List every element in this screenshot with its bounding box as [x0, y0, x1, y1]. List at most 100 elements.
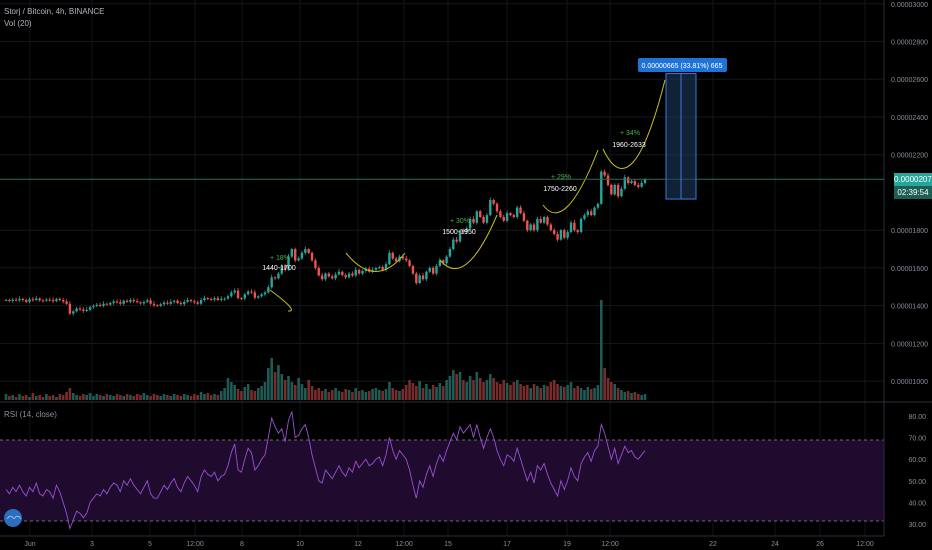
volume-bar — [55, 397, 58, 400]
candle-body — [552, 230, 556, 234]
time-tick-label: 12:00 — [601, 541, 619, 548]
volume-bar — [455, 374, 458, 400]
annotations: + 18% 1440-1700 + 30% 1500-1950 + 29% 1750-22… — [262, 130, 646, 272]
volume-bar — [125, 394, 129, 400]
candle-body — [78, 308, 82, 310]
volume-bar — [636, 394, 640, 400]
volume-bar — [341, 392, 344, 400]
volume-bar — [18, 394, 21, 400]
rsi-axis: 80.00 70.00 60.00 50.00 40.00 30.00 — [908, 414, 926, 529]
candle-body — [199, 300, 203, 304]
volume-bar — [512, 382, 516, 400]
candle-body — [72, 311, 75, 314]
volume-bar — [223, 388, 226, 400]
annotation-range: 1440-1700 — [262, 265, 296, 272]
candle-body — [82, 309, 85, 311]
candle-body — [539, 218, 542, 223]
volume-bar — [542, 385, 546, 400]
candle-body — [317, 267, 320, 276]
candle-body — [14, 299, 18, 301]
volume-bar — [297, 378, 300, 400]
candle-body — [310, 252, 314, 261]
volume-bar — [599, 300, 603, 400]
volume-bar — [468, 376, 472, 400]
volume-bar — [509, 385, 512, 400]
volume-bar — [98, 395, 102, 400]
candle-body — [526, 220, 529, 231]
volume-bar — [452, 370, 455, 400]
pattern-curve — [602, 79, 666, 169]
volume-bar — [556, 384, 559, 400]
candle-body — [610, 184, 613, 195]
candle-body — [236, 290, 240, 299]
candle-body — [569, 222, 573, 233]
volume-bar — [519, 384, 522, 400]
candle-body — [169, 301, 172, 304]
volume-bar — [31, 393, 35, 400]
volume-bar — [394, 390, 398, 400]
volume-bar — [277, 365, 280, 400]
annotation-percent: + 29% — [551, 174, 571, 181]
candle-body — [112, 301, 115, 304]
candle-body — [85, 309, 88, 311]
price-tick-label: 0.00002200 — [891, 153, 928, 160]
candle-body — [616, 184, 620, 197]
rsi-tick-label: 80.00 — [908, 414, 926, 421]
candle-body — [579, 218, 583, 233]
candle-body — [351, 273, 354, 276]
volume-bar — [330, 390, 334, 400]
candle-body — [384, 264, 388, 270]
volume-bar — [270, 358, 273, 400]
candle-body — [324, 273, 327, 280]
price-tick-label: 0.00002400 — [891, 115, 928, 122]
time-tick-label: 12:00 — [395, 541, 413, 548]
candle-body — [589, 211, 593, 216]
volume-bar — [411, 383, 415, 400]
volume-bar — [398, 391, 401, 400]
candle-body — [529, 224, 532, 231]
time-tick-label: 24 — [771, 541, 779, 548]
time-tick-label: 5 — [148, 541, 152, 548]
candle-body — [549, 224, 553, 231]
volume-bar — [364, 392, 368, 400]
candle-body — [344, 275, 347, 278]
annotation-percent: + 34% — [620, 130, 640, 137]
volume-bar — [82, 394, 85, 400]
volume-bar — [351, 392, 354, 400]
volume-bar — [515, 380, 519, 400]
rsi-tick-label: 70.00 — [908, 436, 926, 443]
volume-bar — [529, 388, 532, 400]
volume-bar — [610, 382, 613, 400]
candle-body — [65, 301, 68, 304]
volume-bar — [536, 386, 539, 400]
candle-body — [425, 271, 428, 280]
volume-bar — [300, 384, 304, 400]
volume-bar — [472, 380, 475, 400]
volume-bar — [613, 384, 617, 400]
volume-bar — [152, 394, 156, 400]
volume-bar — [105, 394, 109, 400]
tradingview-logo-icon[interactable]: ◠◠ — [4, 509, 22, 527]
volume-bar — [38, 395, 41, 400]
annotation-percent: + 30% — [450, 218, 470, 225]
volume-bar — [250, 390, 253, 400]
rsi-band — [0, 440, 884, 521]
candle-body — [243, 294, 246, 299]
volume-bar — [142, 393, 146, 400]
volume-bar — [149, 396, 152, 400]
candle-body — [95, 304, 99, 307]
candle-body — [41, 300, 45, 302]
candle-body — [307, 249, 310, 253]
volume-bar — [145, 395, 149, 400]
volume-bar — [499, 384, 502, 400]
candle-body — [125, 300, 129, 302]
time-tick-label: 22 — [709, 541, 717, 548]
candle-body — [213, 298, 216, 300]
candle-body — [92, 306, 95, 308]
candle-body — [162, 302, 166, 305]
candle-body — [267, 287, 270, 293]
volume-bar — [14, 397, 18, 400]
volume-bar — [34, 396, 38, 400]
volume-bar — [260, 386, 263, 400]
candle-body — [109, 303, 112, 305]
